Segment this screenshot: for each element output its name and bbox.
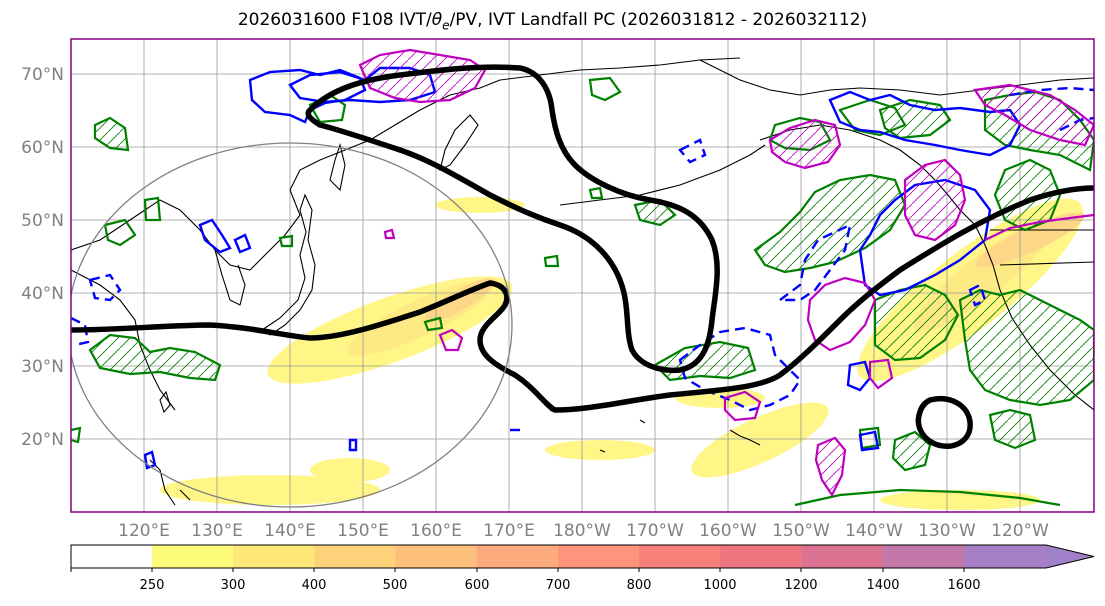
colorbar-segment <box>476 545 559 568</box>
lat-label: 70°N <box>21 65 64 85</box>
colorbar-segment <box>964 545 1046 568</box>
lon-label: 160°E <box>410 521 462 541</box>
figure-title: 2026031600 F108 IVT/θe/PV, IVT Landfall … <box>237 10 868 33</box>
longitude-labels: 120°E 130°E 140°E 150°E 160°E 170°E 180°… <box>118 521 1049 541</box>
map-panel <box>71 39 1094 512</box>
colorbar-segment <box>558 545 640 568</box>
lon-label: 140°W <box>845 521 903 541</box>
colorbar-segments <box>152 545 1046 568</box>
colorbar-tick-label: 700 <box>546 578 571 593</box>
lon-label: 170°W <box>626 521 684 541</box>
bering-alaska <box>699 59 1094 96</box>
colorbar-ticks <box>70 568 965 572</box>
lon-label: 180°W <box>553 521 611 541</box>
colorbar-segment <box>801 545 884 568</box>
lat-label: 30°N <box>21 357 64 377</box>
colorbar-segment <box>233 545 315 568</box>
lon-label: 170°E <box>483 521 535 541</box>
map-border <box>70 38 1095 513</box>
hawaii <box>729 429 761 446</box>
colorbar-segment <box>720 545 803 568</box>
colorbar-tick-label: 1200 <box>784 578 817 593</box>
coastlines <box>71 57 1094 506</box>
lon-label: 150°W <box>772 521 830 541</box>
lat-label: 50°N <box>21 211 64 231</box>
lon-label: 130°W <box>918 521 976 541</box>
colorbar-tick-label: 600 <box>465 578 490 593</box>
reference-circle <box>71 142 513 508</box>
sakhalin <box>329 143 346 192</box>
colorbar-outline <box>70 544 1095 569</box>
colorbar-tick-label: 400 <box>302 578 327 593</box>
colorbar-tick-label: 1400 <box>866 578 899 593</box>
asia-coast <box>71 79 501 271</box>
latitude-labels: 70°N 60°N 50°N 40°N 30°N 20°N <box>21 65 64 450</box>
lon-label: 140°E <box>264 521 316 541</box>
colorbar-segment <box>395 545 478 568</box>
landfall-pc-contour <box>71 64 1094 449</box>
colorbar-tick-label: 250 <box>140 578 165 593</box>
colorbar-tick-label: 500 <box>383 578 408 593</box>
japan <box>260 193 316 336</box>
lat-label: 20°N <box>21 430 64 450</box>
korea <box>214 249 246 306</box>
magenta-contours <box>358 48 1094 498</box>
pacific-islands <box>599 419 646 453</box>
colorbar-tick-label: 1600 <box>947 578 980 593</box>
kamchatka <box>439 114 479 172</box>
lon-label: 160°W <box>699 521 757 541</box>
lon-label: 120°E <box>118 521 170 541</box>
colorbar-tick-label: 800 <box>627 578 652 593</box>
colorbar-segment <box>639 545 721 568</box>
lat-label: 40°N <box>21 284 64 304</box>
lon-label: 130°E <box>191 521 243 541</box>
colorbar-white-segment <box>71 545 152 568</box>
china-coast <box>71 269 176 411</box>
taiwan <box>159 390 171 414</box>
lon-label: 150°E <box>337 521 389 541</box>
colorbar-extend-arrow <box>1046 545 1094 568</box>
aleutians <box>559 144 766 206</box>
colorbar-segment <box>314 545 397 568</box>
colorbar-tick-labels: 250 300 400 500 600 700 800 1000 1200 14… <box>140 578 981 593</box>
colorbar-segment <box>882 545 965 568</box>
colorbar-tick-label: 1000 <box>703 578 736 593</box>
colorbar: 250 300 400 500 600 700 800 1000 1200 14… <box>70 544 1095 593</box>
lon-label: 120°W <box>991 521 1049 541</box>
colorbar-segment <box>152 545 234 568</box>
lat-label: 60°N <box>21 138 64 158</box>
colorbar-tick-label: 300 <box>221 578 246 593</box>
